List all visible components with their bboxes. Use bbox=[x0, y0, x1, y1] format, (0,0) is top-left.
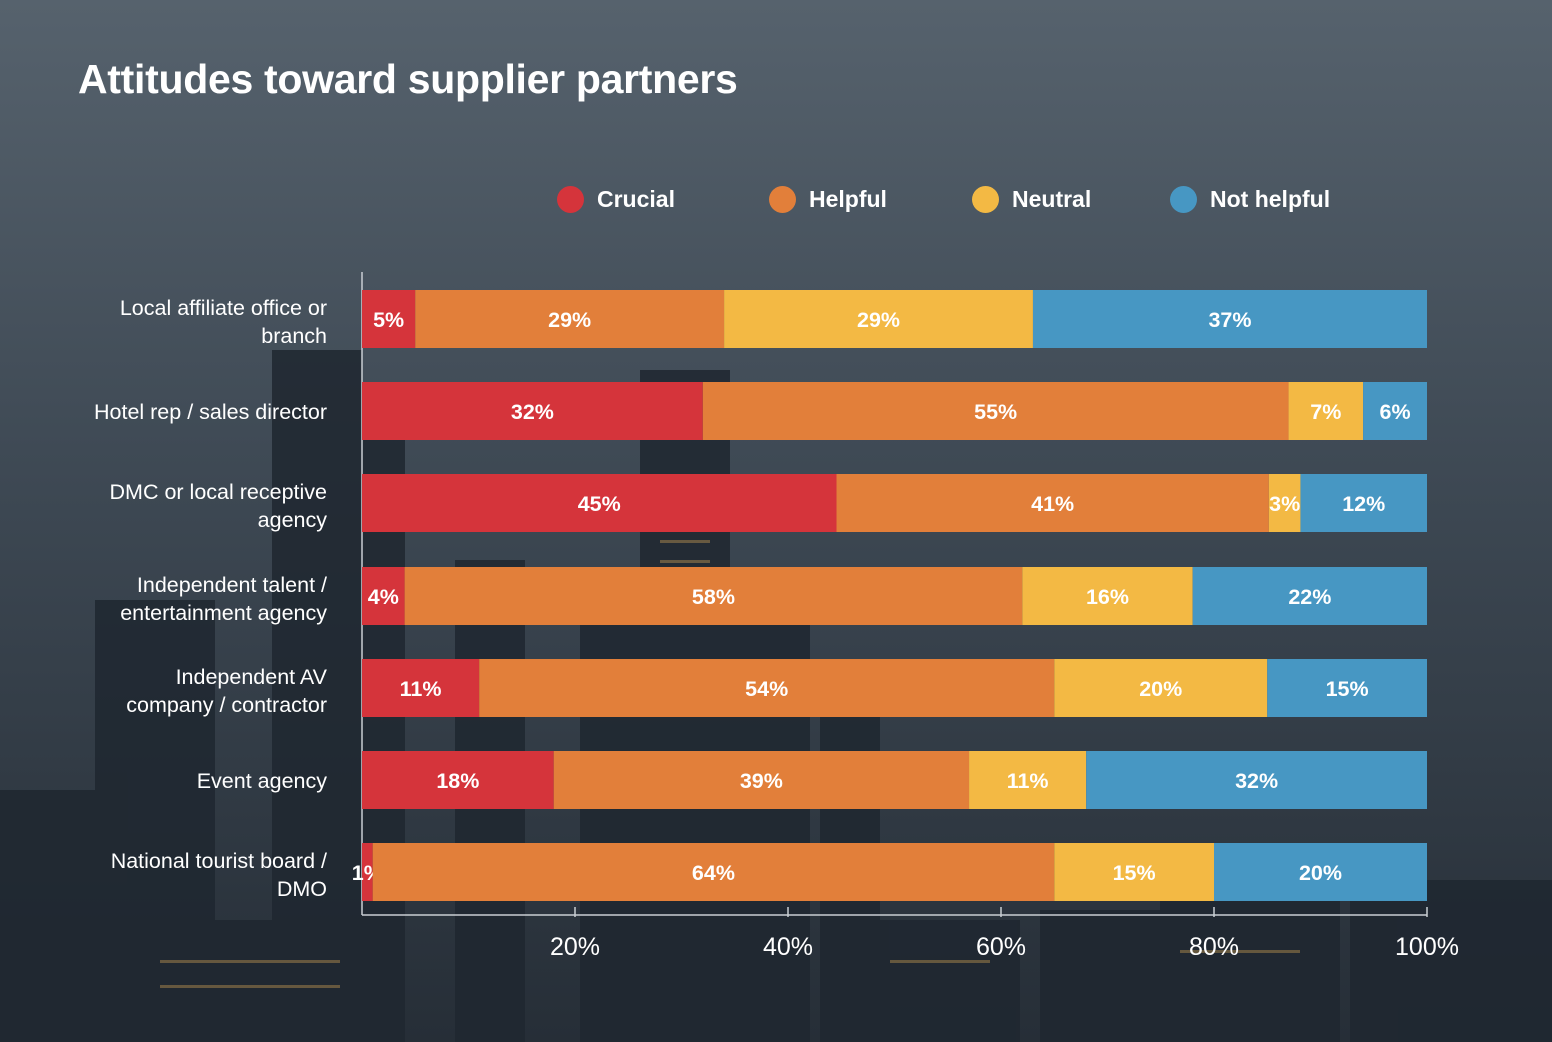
x-tick-label: 100% bbox=[1395, 933, 1459, 961]
legend-label: Neutral bbox=[1012, 185, 1092, 212]
data-label: 29% bbox=[548, 308, 591, 332]
bar-segment bbox=[415, 290, 725, 348]
category-label: Independent AV company / contractor bbox=[126, 665, 327, 717]
bar-segment bbox=[479, 659, 1055, 717]
legend-swatch bbox=[972, 185, 999, 213]
bar-segment bbox=[362, 382, 703, 440]
legend-label: Crucial bbox=[597, 185, 675, 212]
data-label: 45% bbox=[578, 492, 621, 516]
category-label: Independent talent / entertainment agency bbox=[120, 573, 327, 625]
data-label: 4% bbox=[368, 585, 399, 609]
data-label: 18% bbox=[436, 769, 479, 793]
bar-segment bbox=[1268, 474, 1301, 532]
x-tick-label: 60% bbox=[976, 933, 1026, 961]
x-tick-label: 40% bbox=[763, 933, 813, 961]
bar-segment bbox=[553, 751, 970, 809]
bar-segment bbox=[362, 751, 554, 809]
data-label: 32% bbox=[1235, 769, 1278, 793]
bar-segment bbox=[1192, 567, 1427, 625]
bar-segment bbox=[702, 382, 1289, 440]
data-label: 22% bbox=[1288, 585, 1331, 609]
bar-segment bbox=[362, 843, 373, 901]
bar-segment bbox=[1300, 474, 1427, 532]
data-label: 64% bbox=[692, 861, 735, 885]
bar-segment bbox=[1363, 382, 1427, 440]
bar-segment bbox=[362, 659, 480, 717]
data-label: 39% bbox=[740, 769, 783, 793]
data-label: 37% bbox=[1208, 308, 1251, 332]
bar-segment bbox=[1267, 659, 1427, 717]
bar-segment bbox=[724, 290, 1033, 348]
bar-segment bbox=[362, 290, 416, 348]
bar-segment bbox=[1032, 290, 1427, 348]
data-label: 20% bbox=[1299, 861, 1342, 885]
data-label: 3% bbox=[1269, 492, 1300, 516]
data-label: 55% bbox=[974, 400, 1017, 424]
data-label: 6% bbox=[1380, 400, 1411, 424]
bar-segment bbox=[362, 567, 405, 625]
data-label: 5% bbox=[373, 308, 404, 332]
data-label: 58% bbox=[692, 585, 735, 609]
data-label: 16% bbox=[1086, 585, 1129, 609]
data-label: 32% bbox=[511, 400, 554, 424]
legend-item: Helpful bbox=[769, 184, 887, 214]
category-label: Event agency bbox=[197, 769, 328, 793]
data-label: 41% bbox=[1031, 492, 1074, 516]
category-label: DMC or local receptive agency bbox=[110, 480, 328, 532]
data-label: 11% bbox=[1007, 769, 1049, 793]
bar-segment bbox=[1214, 843, 1427, 901]
data-label: 29% bbox=[857, 308, 900, 332]
chart-title: Attitudes toward supplier partners bbox=[78, 56, 738, 102]
legend-label: Not helpful bbox=[1210, 185, 1331, 212]
category-label: Local affiliate office or branch bbox=[120, 296, 327, 348]
legend-item: Not helpful bbox=[1170, 184, 1330, 214]
bar-segment bbox=[1086, 751, 1427, 809]
data-label: 54% bbox=[745, 677, 788, 701]
bar-segment bbox=[836, 474, 1269, 532]
legend-item: Neutral bbox=[972, 184, 1091, 214]
data-label: 20% bbox=[1139, 677, 1182, 701]
bar-segment bbox=[362, 474, 837, 532]
data-label: 7% bbox=[1310, 400, 1341, 424]
data-label: 11% bbox=[400, 677, 442, 701]
bar-segment bbox=[1054, 659, 1268, 717]
legend-swatch bbox=[769, 185, 796, 213]
x-tick-label: 20% bbox=[550, 933, 600, 961]
legend-swatch bbox=[557, 185, 584, 213]
legend-swatch bbox=[1170, 185, 1197, 213]
bar-segment bbox=[1288, 382, 1364, 440]
bar-segment bbox=[1022, 567, 1193, 625]
data-label: 15% bbox=[1113, 861, 1156, 885]
bar-segment bbox=[969, 751, 1087, 809]
bar-segment bbox=[1054, 843, 1214, 901]
category-label: Hotel rep / sales director bbox=[94, 400, 327, 424]
category-label: National tourist board / DMO bbox=[111, 849, 327, 901]
legend-item: Crucial bbox=[557, 184, 675, 214]
data-label: 15% bbox=[1326, 677, 1369, 701]
bar-segment bbox=[372, 843, 1055, 901]
legend-label: Helpful bbox=[809, 185, 887, 212]
data-label: 12% bbox=[1342, 492, 1385, 516]
bar-segment bbox=[404, 567, 1023, 625]
x-tick-label: 80% bbox=[1189, 933, 1239, 961]
